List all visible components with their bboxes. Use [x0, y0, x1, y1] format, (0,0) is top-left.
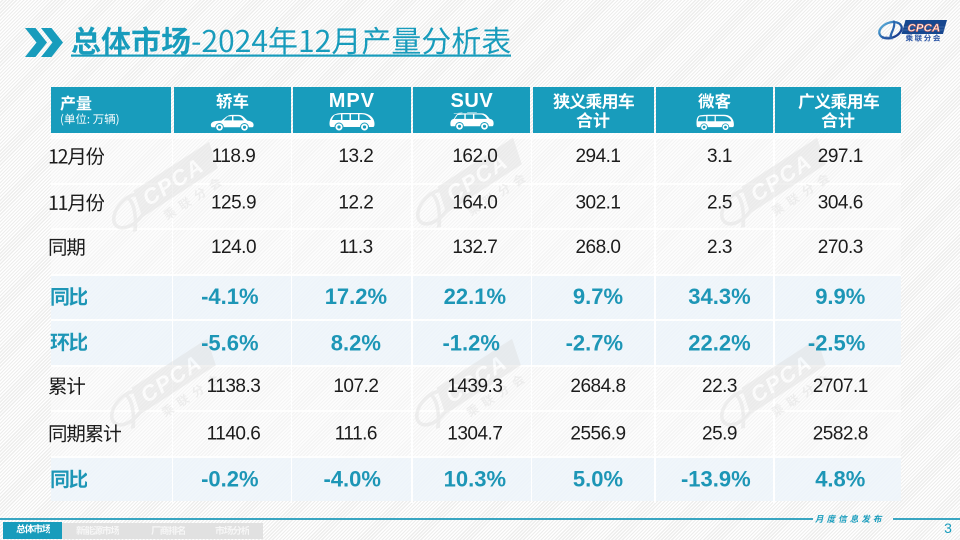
- svg-text:CPCA: CPCA: [908, 23, 941, 35]
